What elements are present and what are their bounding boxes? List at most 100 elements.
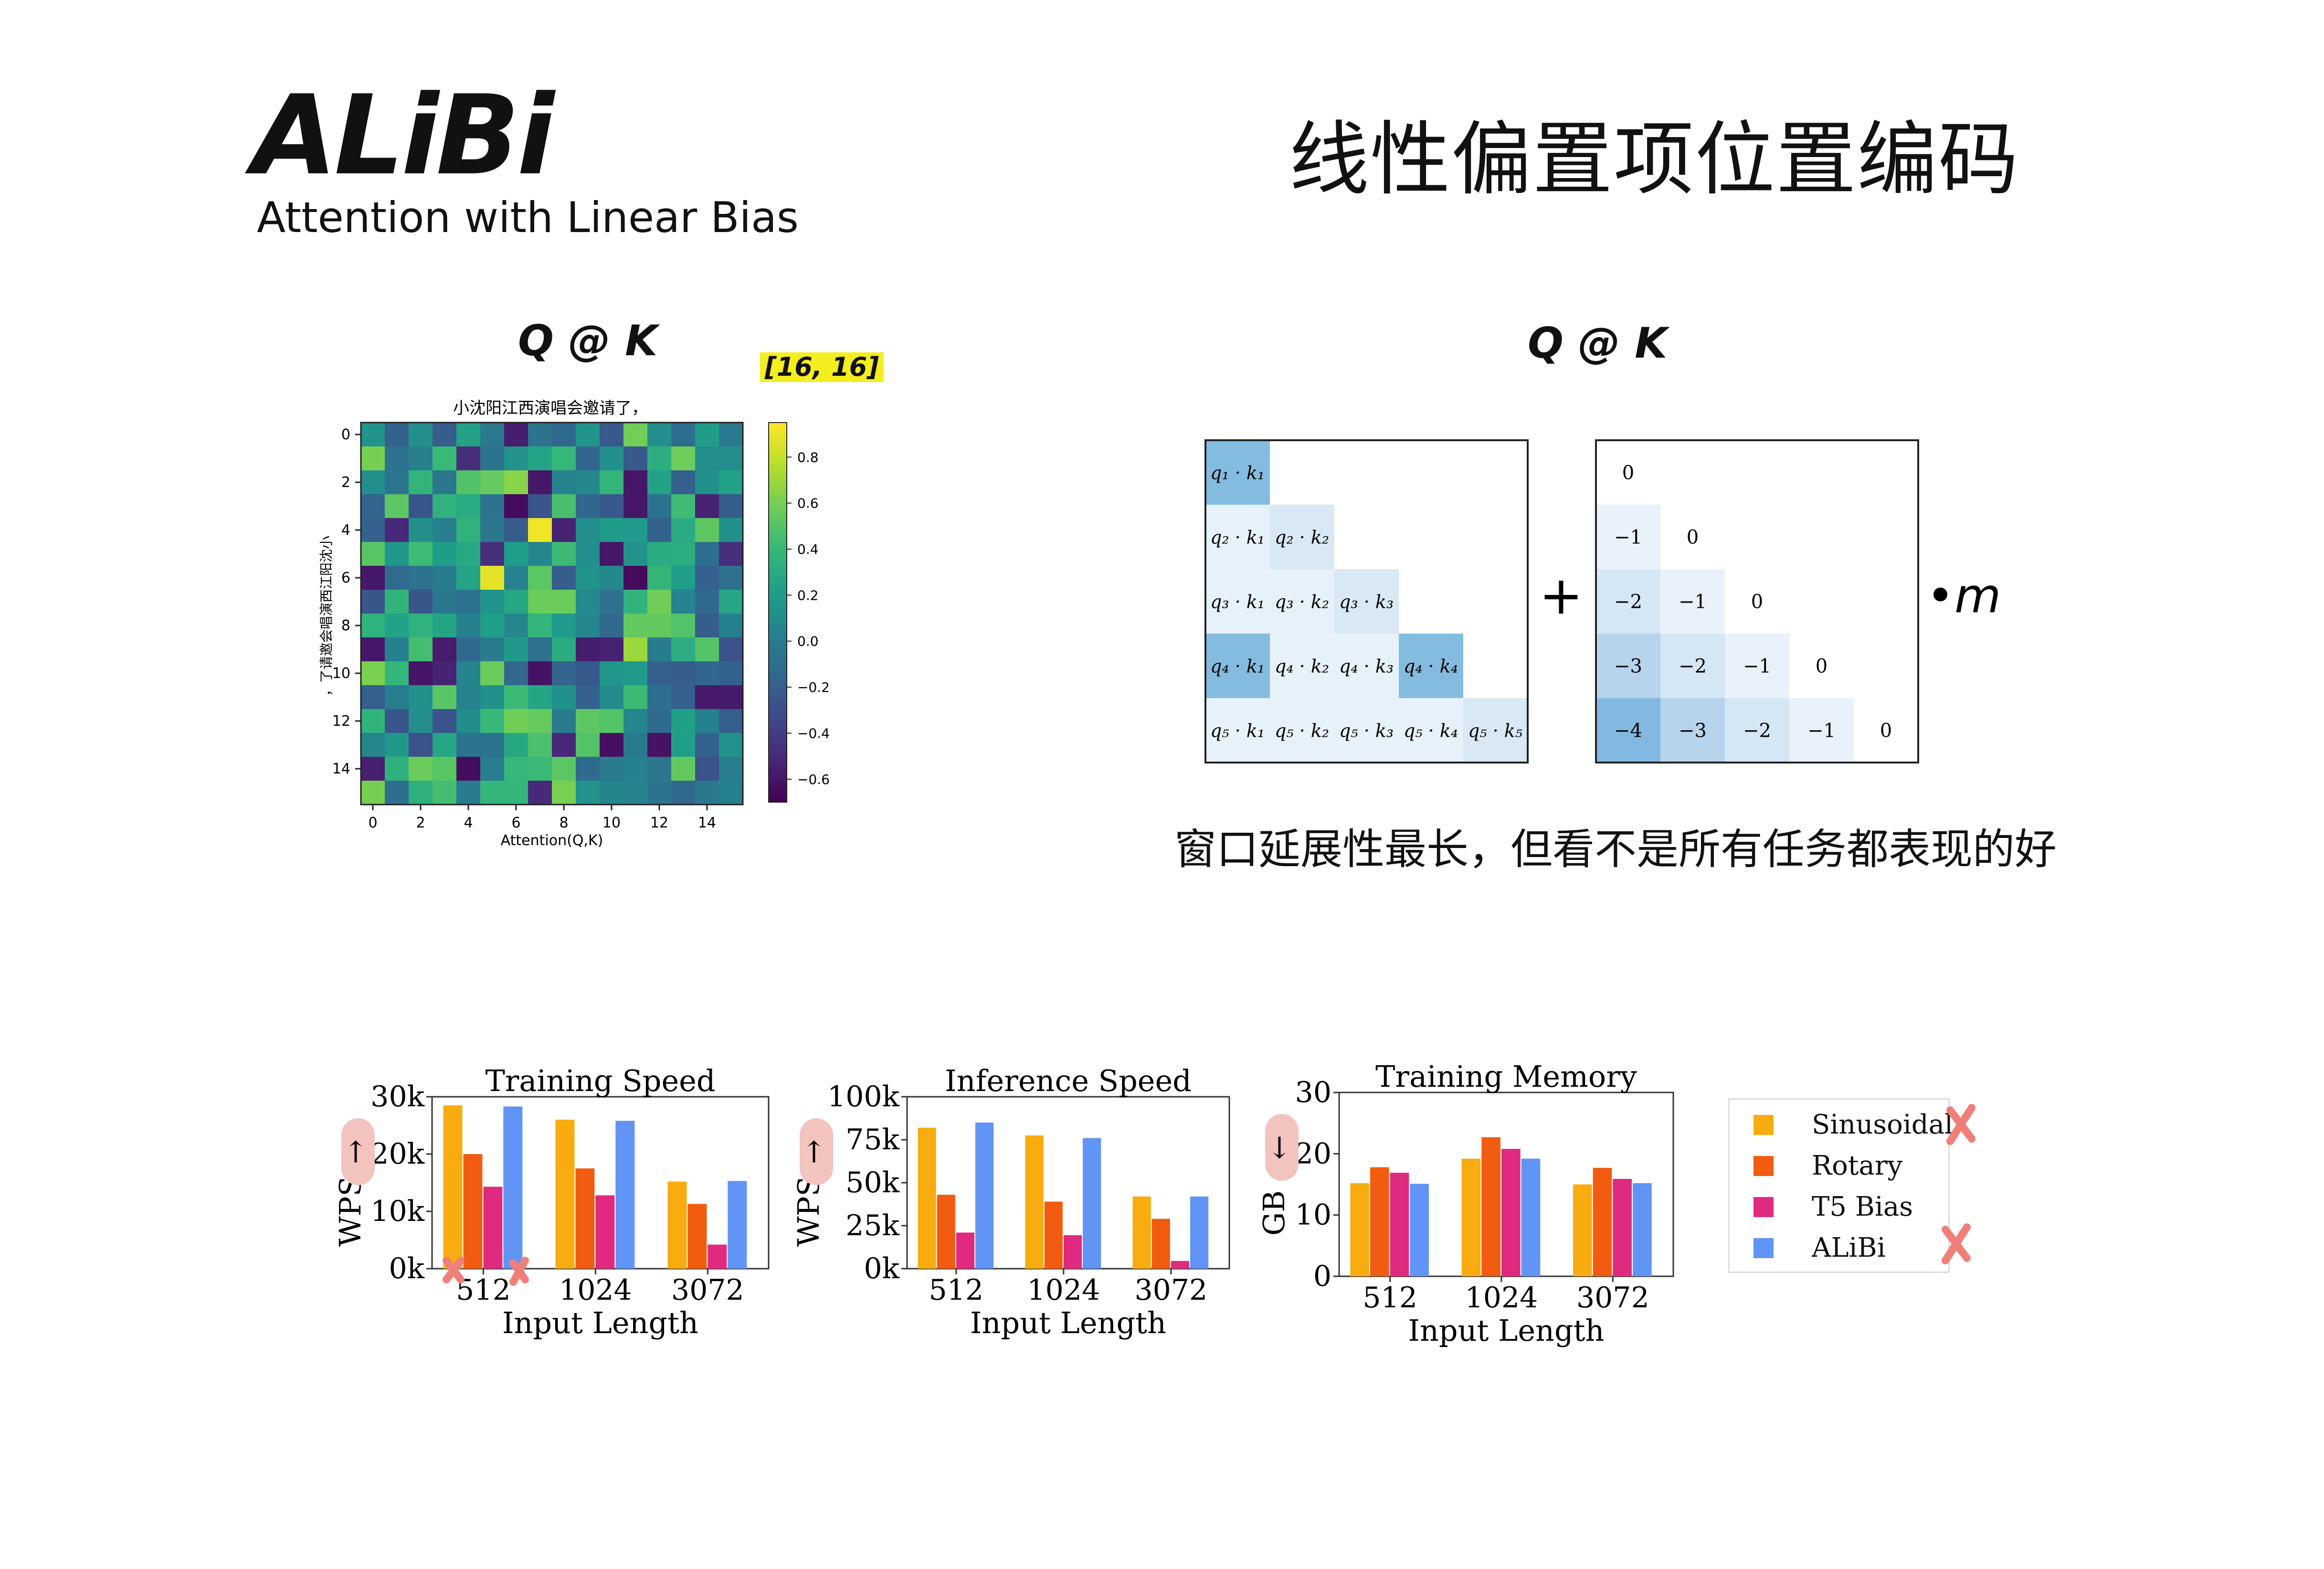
- heatmap-cell: [361, 781, 385, 805]
- heatmap-cell: [456, 542, 481, 566]
- heatmap-cell: [433, 590, 457, 614]
- colorbar-tick: −0.4: [797, 725, 830, 741]
- heatmap-cell: [552, 542, 576, 566]
- heatmap-cell: [647, 518, 672, 542]
- bar: [918, 1127, 936, 1269]
- heatmap-cell: [528, 542, 552, 566]
- heatmap-cell: [552, 685, 576, 710]
- bar: [937, 1195, 955, 1269]
- heatmap-cell: [695, 446, 719, 471]
- heatmap-cell: [719, 566, 743, 590]
- heatmap-cell: [671, 423, 696, 447]
- heatmap-cell: [671, 566, 696, 590]
- heatmap-cell: [576, 733, 600, 757]
- heatmap-cell: [695, 494, 719, 519]
- colorbar-tick: 0.8: [797, 449, 819, 465]
- heatmap-cell: [456, 494, 481, 519]
- heatmap-cell: [456, 518, 481, 542]
- heatmap-cell: [647, 781, 672, 805]
- heatmap-cell: [647, 637, 672, 662]
- heatmap-cell: [409, 781, 433, 805]
- heatmap-cell: [623, 614, 648, 638]
- heatmap-cell: [671, 446, 696, 471]
- heatmap-cell: [480, 518, 505, 542]
- bar: [1370, 1167, 1389, 1276]
- heatmap-cell: [623, 709, 648, 733]
- legend-label: Sinusoidal: [1812, 1109, 1953, 1140]
- matrix-cell-text: q₃ · k₁: [1210, 592, 1265, 613]
- heatmap-cell: [695, 781, 719, 805]
- heatmap-cell: [576, 518, 600, 542]
- heatmap-cell: [433, 470, 457, 495]
- heatmap-cell: [695, 566, 719, 590]
- heatmap-cell: [385, 733, 409, 757]
- colorbar-tick: 0.4: [797, 541, 819, 557]
- x-tick-label: 1024: [1465, 1281, 1538, 1315]
- bar: [1461, 1158, 1481, 1276]
- matrix-cell: [1596, 569, 1660, 634]
- matrix-cell-text: −1: [1614, 527, 1642, 549]
- heatmap-cell: [576, 757, 600, 781]
- heatmap-cell: [409, 446, 433, 471]
- title-chinese: 线性偏置项位置编码: [1289, 113, 2019, 206]
- heatmap-cell: [433, 542, 457, 566]
- heatmap-cell: [552, 614, 576, 638]
- matrix-cell-text: 0: [1816, 656, 1828, 678]
- heatmap-cell: [647, 446, 672, 471]
- matrix-cell: [1205, 505, 1270, 569]
- matrix-cell: [1334, 569, 1399, 634]
- heatmap-cell: [671, 685, 696, 710]
- heatmap-ytick: 8: [341, 617, 350, 634]
- heatmap-cell: [623, 637, 648, 662]
- heatmap-cell: [480, 637, 505, 662]
- heatmap-cell: [671, 661, 696, 686]
- legend-swatch: [1754, 1238, 1774, 1258]
- heatmap-cell: [504, 494, 528, 519]
- title-alibi: ALiBi: [252, 72, 555, 200]
- heatmap-cell: [504, 470, 528, 495]
- matrix-cell-text: q₄ · k₂: [1275, 656, 1329, 677]
- colorbar-tick: 0.0: [797, 634, 819, 649]
- heatmap-cell: [361, 709, 385, 733]
- heatmap-cell: [671, 637, 696, 662]
- heatmap-ylabel: ，了请邀会唱演西江阳沈小: [318, 536, 334, 696]
- heatmap-cell: [552, 637, 576, 662]
- y-tick-label: 0k: [864, 1252, 899, 1285]
- bar: [687, 1204, 707, 1269]
- matrix-cell: [1334, 698, 1399, 763]
- heatmap-cell: [600, 757, 624, 781]
- bar: [708, 1244, 727, 1269]
- matrix-cell-text: q₅ · k₅: [1468, 721, 1522, 742]
- matrix-cell: [1660, 569, 1725, 634]
- matrix-cell: [1725, 634, 1789, 698]
- heatmap-cell: [719, 518, 743, 542]
- right-caption: 窗口延展性最长，但看不是所有任务都表现的好: [1174, 825, 2057, 874]
- heatmap-cell: [433, 661, 457, 686]
- x-tick-label: 3072: [1134, 1273, 1207, 1307]
- heatmap-cell: [361, 470, 385, 495]
- heatmap-cell: [552, 494, 576, 519]
- heatmap-cell: [719, 423, 743, 447]
- heatmap-cell: [385, 685, 409, 710]
- heatmap-cell: [719, 470, 743, 495]
- matrix-cell-text: −2: [1743, 720, 1771, 742]
- matrix-cell-text: q₅ · k₂: [1275, 721, 1329, 742]
- heatmap-cell: [552, 709, 576, 733]
- chart-title: Training Memory: [1375, 1059, 1637, 1094]
- legend-item-sinusoidal: Sinusoidal: [1754, 1109, 1953, 1140]
- matrix-cell: [1660, 698, 1725, 763]
- bar: [975, 1123, 994, 1269]
- heatmap-cell: [504, 542, 528, 566]
- arrow-up-icon: →: [338, 1139, 372, 1164]
- bar: [728, 1181, 747, 1269]
- y-axis-label: WPS: [333, 1176, 368, 1247]
- heatmap-cell: [576, 709, 600, 733]
- bar: [1044, 1201, 1063, 1269]
- heatmap-ytick: 2: [341, 474, 350, 491]
- heatmap-cell: [361, 542, 385, 566]
- matrix-cell-text: q₄ · k₄: [1404, 656, 1458, 677]
- bar: [443, 1105, 463, 1269]
- heatmap-cell: [504, 781, 528, 805]
- y-axis-label: GB: [1257, 1190, 1291, 1236]
